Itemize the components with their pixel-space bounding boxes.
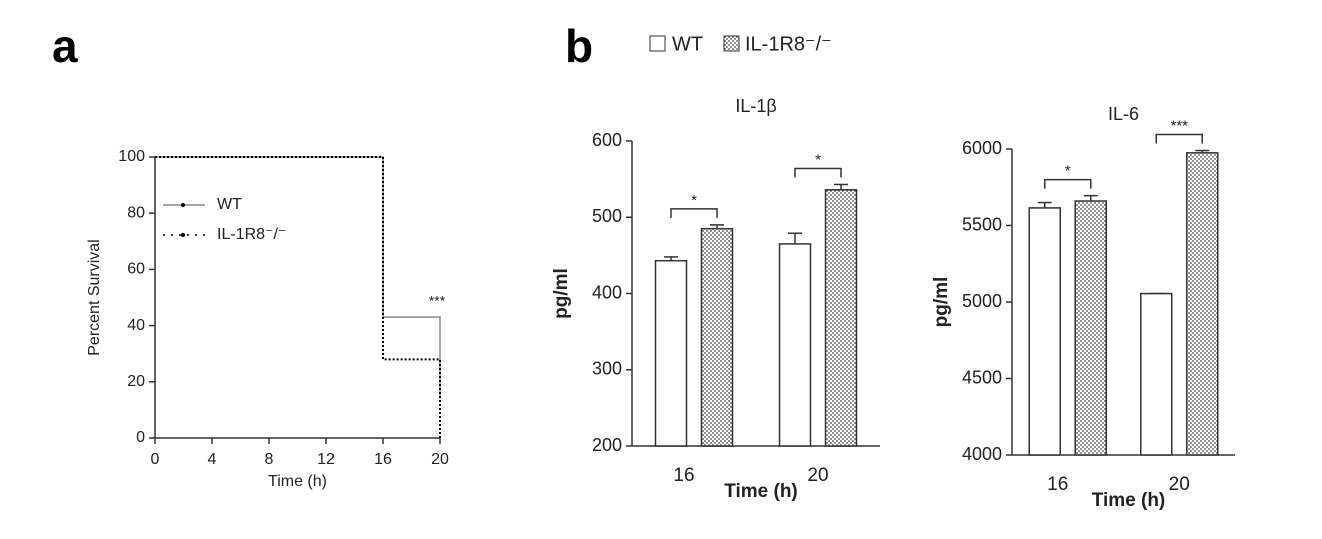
- y-tick-label: 60: [127, 261, 145, 278]
- legend-label: IL-1R8⁻/⁻: [745, 33, 832, 55]
- y-axis-label: pg/ml: [931, 277, 952, 328]
- y-tick-label: 600: [592, 130, 622, 150]
- significance-label: *: [691, 192, 697, 209]
- significance-label: *: [815, 151, 821, 168]
- chart-title: IL-1β: [735, 96, 776, 116]
- legend-label: IL-1R8⁻/⁻: [217, 226, 286, 243]
- y-tick-label: 20: [127, 373, 145, 390]
- legend-swatch: [649, 35, 666, 52]
- bar: [700, 227, 734, 447]
- significance-label: *: [1065, 163, 1071, 180]
- significance-bracket: [1044, 178, 1092, 189]
- survival-line: [155, 156, 441, 438]
- y-tick-label: 100: [118, 148, 145, 165]
- bar: [1074, 200, 1107, 456]
- y-tick-label: 80: [127, 204, 145, 221]
- y-tick-label: 5500: [962, 214, 1002, 234]
- chart-title: IL-6: [1108, 104, 1139, 124]
- bar: [824, 189, 858, 447]
- x-tick-label: 0: [151, 451, 160, 468]
- bar: [1186, 152, 1219, 456]
- y-tick-label: 4000: [962, 444, 1002, 464]
- survival-line: [155, 156, 441, 399]
- significance-bracket: [794, 167, 842, 178]
- bar: [654, 259, 688, 447]
- y-tick-label: 500: [592, 206, 622, 226]
- y-tick-label: 400: [592, 282, 622, 302]
- x-tick-label: 16: [374, 451, 392, 468]
- legend-swatch: [723, 35, 740, 52]
- y-tick-label: 6000: [962, 138, 1002, 158]
- legend-label: WT: [217, 196, 242, 213]
- annotation: ***: [429, 293, 446, 309]
- x-tick-label: 16: [1047, 474, 1068, 495]
- y-tick-label: 4500: [962, 367, 1002, 387]
- x-tick-label: 20: [431, 451, 449, 468]
- x-tick-label: 4: [208, 451, 217, 468]
- panel-label: b: [565, 20, 593, 72]
- legend-marker: [181, 233, 185, 237]
- x-tick-label: 16: [673, 465, 694, 486]
- x-axis-label: Time (h): [268, 473, 327, 490]
- panel-label: a: [52, 20, 78, 72]
- significance-bracket: [1155, 133, 1203, 144]
- bar: [778, 243, 812, 447]
- y-axis-label: Percent Survival: [86, 239, 103, 356]
- x-tick-label: 20: [1169, 474, 1190, 495]
- legend-label: WT: [672, 33, 703, 55]
- y-tick-label: 200: [592, 435, 622, 455]
- significance-label: ***: [1170, 117, 1188, 134]
- x-tick-label: 8: [265, 451, 274, 468]
- y-tick-label: 40: [127, 317, 145, 334]
- y-tick-label: 0: [136, 429, 145, 446]
- x-tick-label: 12: [317, 451, 335, 468]
- x-tick-label: 20: [807, 465, 828, 486]
- x-axis-label: Time (h): [1092, 490, 1166, 511]
- bar: [1140, 292, 1173, 456]
- bar: [1028, 207, 1061, 456]
- legend-marker: [181, 203, 185, 207]
- y-tick-label: 5000: [962, 291, 1002, 311]
- significance-bracket: [670, 208, 718, 218]
- x-axis-label: Time (h): [724, 481, 798, 502]
- y-tick-label: 300: [592, 359, 622, 379]
- y-axis-label: pg/ml: [551, 268, 572, 319]
